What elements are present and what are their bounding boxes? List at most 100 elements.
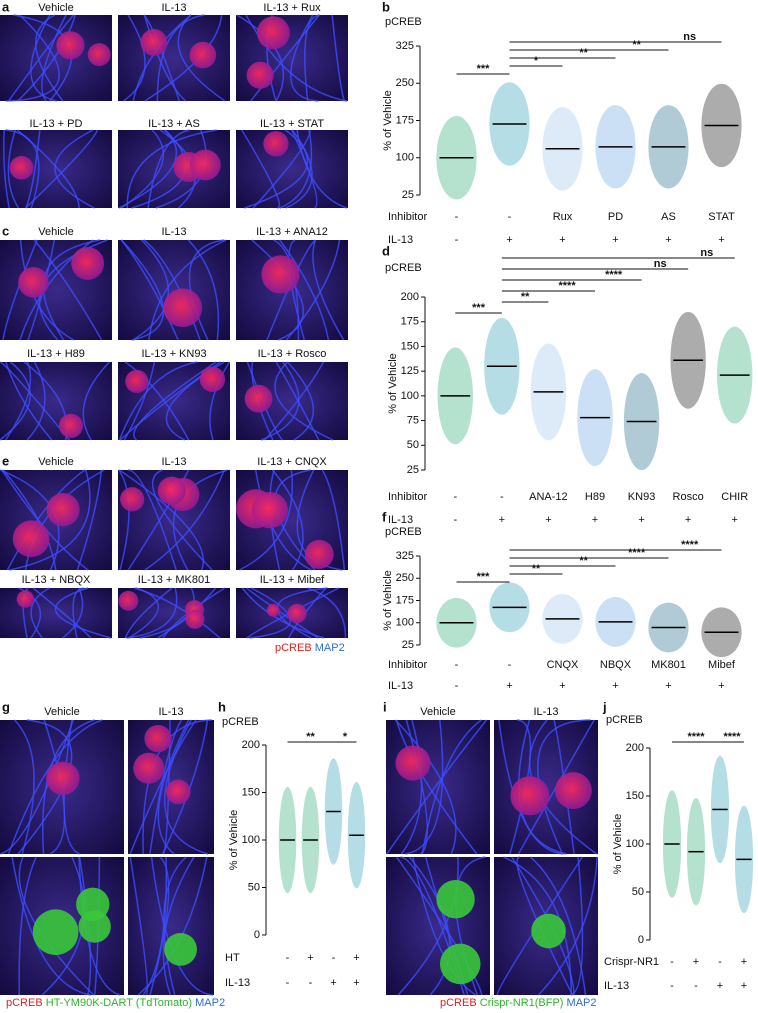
significance-label: ns: [683, 31, 696, 43]
dendrite: [122, 14, 146, 102]
nucleus: [32, 909, 79, 955]
dendrite: [0, 361, 31, 441]
row-value: -: [286, 977, 290, 989]
micrograph: [0, 469, 112, 571]
dendrite: [260, 361, 300, 441]
row-value: -: [286, 952, 290, 964]
dendrite: [41, 14, 67, 102]
significance-label: **: [632, 39, 641, 51]
dendrite: [18, 856, 95, 996]
row-value: +: [506, 680, 512, 692]
row-value: CNQX: [547, 659, 579, 671]
row-value: -: [500, 491, 504, 503]
y-tick-label: 50: [248, 881, 260, 893]
y-tick-label: 25: [407, 464, 419, 476]
image-label: IL-13: [161, 456, 186, 468]
dendrite: [312, 239, 345, 341]
significance-label: **: [579, 47, 588, 59]
row-value: +: [741, 980, 747, 992]
dendrite: [285, 239, 341, 341]
nucleus: [163, 288, 203, 328]
dendrite: [241, 129, 281, 209]
row-value: -: [455, 234, 459, 246]
chart-title: pCREB: [222, 716, 259, 728]
micrograph: [118, 361, 231, 441]
significance-label: **: [521, 291, 530, 303]
panel-label: h: [218, 699, 226, 714]
micrograph: [386, 856, 490, 996]
dendrite: [7, 719, 103, 855]
significance-label: *: [343, 731, 348, 743]
y-tick-label: 100: [401, 390, 419, 402]
row-label: IL-13: [388, 680, 413, 692]
dendrite: [152, 469, 213, 571]
nucleus: [439, 943, 481, 985]
panel-label: e: [2, 453, 9, 468]
micrograph: [118, 129, 230, 209]
micrograph: [128, 719, 214, 855]
micrograph: [0, 361, 112, 441]
nucleus: [436, 880, 475, 919]
nucleus: [287, 603, 307, 624]
row-value: +: [717, 980, 723, 992]
row-value: +: [307, 952, 313, 964]
y-tick-label: 150: [626, 790, 644, 802]
nucleus: [263, 131, 289, 157]
panel-label: a: [2, 0, 10, 14]
micrograph: [0, 14, 112, 102]
panel-label: b: [382, 0, 390, 14]
significance-label: ****: [558, 280, 576, 292]
dendrite: [503, 856, 572, 996]
row-value: +: [592, 514, 598, 526]
dendrite: [132, 239, 169, 341]
significance-label: ****: [687, 731, 705, 743]
dendrite: [509, 719, 532, 855]
dendrite: [18, 856, 37, 996]
dendrite: [331, 14, 346, 102]
nucleus: [46, 493, 80, 527]
dendrite: [142, 719, 212, 855]
dendrite: [307, 587, 347, 639]
y-tick-label: 100: [626, 838, 644, 850]
nucleus: [510, 776, 550, 816]
row-value: -: [508, 211, 512, 223]
row-value: +: [741, 956, 747, 968]
dendrite: [275, 361, 320, 441]
dendrite: [400, 719, 423, 855]
row-value: -: [508, 659, 512, 671]
dendrite: [496, 856, 583, 996]
nucleus: [166, 779, 191, 805]
significance-label: ****: [681, 539, 699, 551]
dendrite: [54, 129, 95, 209]
dendrite: [246, 587, 319, 639]
stain-name: MAP2: [315, 642, 345, 654]
image-label: Vehicle: [38, 2, 73, 14]
stain-name: MAP2: [567, 997, 597, 1009]
nucleus: [246, 61, 274, 89]
image-label: Vehicle: [38, 226, 73, 238]
y-tick-label: 100: [396, 152, 414, 164]
dendrite: [177, 14, 226, 102]
dendrite: [42, 239, 101, 341]
row-value: -: [670, 980, 674, 992]
row-label: HT: [225, 952, 240, 964]
micrograph: [118, 587, 230, 639]
row-label: Inhibitor: [388, 211, 427, 223]
dendrite: [163, 719, 209, 855]
significance-label: *: [534, 55, 539, 67]
row-value: MK801: [651, 659, 686, 671]
y-tick-label: 325: [396, 40, 414, 52]
dendrite: [118, 361, 198, 441]
nucleus: [12, 520, 50, 558]
dendrite: [76, 469, 103, 571]
dendrite: [72, 587, 84, 639]
image-label: IL-13: [161, 2, 186, 14]
row-value: -: [453, 514, 457, 526]
y-tick-label: 250: [396, 572, 414, 584]
micrograph: [236, 361, 348, 441]
row-value: -: [453, 491, 457, 503]
nucleus: [9, 155, 34, 180]
row-value: +: [559, 234, 565, 246]
image-label: IL-13 + MK801: [138, 574, 210, 586]
micrograph: [236, 129, 348, 209]
